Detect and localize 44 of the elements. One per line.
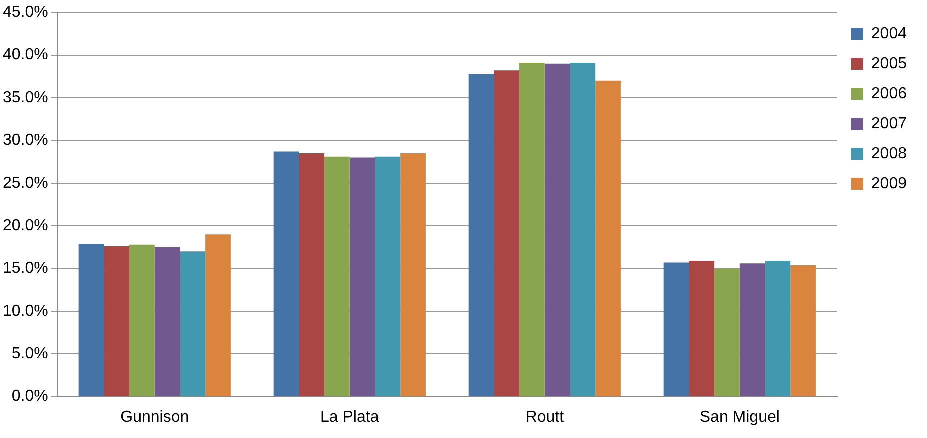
y-tick-label: 15.0% [2,260,48,278]
y-tick-label: 0.0% [12,388,48,406]
bar [180,252,206,396]
legend-label: 2004 [871,25,908,42]
bar [375,156,401,396]
y-tick-label: 20.0% [2,217,48,234]
y-tick-label: 25.0% [2,174,48,192]
bar [765,261,791,396]
bar [544,64,570,396]
y-tick-label: 10.0% [2,302,48,320]
bar [400,153,426,396]
bar [570,62,596,396]
bar [494,70,520,396]
y-tick-label: 35.0% [2,89,48,106]
bar [104,246,130,396]
y-tick-label: 40.0% [2,46,48,64]
bar [596,80,621,396]
bar [299,153,325,396]
legend-label: 2006 [871,85,908,102]
x-tick-label: La Plata [320,408,380,426]
bar [714,268,740,396]
x-tick-label: San Miguel [700,408,780,426]
bar [130,244,155,396]
legend-label: 2005 [871,55,908,72]
bar [78,244,104,396]
bar [324,156,350,396]
bar [740,264,766,396]
legend-label: 2007 [871,115,908,132]
bar [206,234,231,396]
y-tick-label: 45.0% [2,4,48,22]
legend-label: 2009 [871,175,908,192]
bar [520,62,545,396]
bar [790,265,816,396]
bar [154,247,180,396]
bar [689,261,715,396]
bar [274,152,300,396]
x-tick-label: Routt [526,408,565,426]
bar [468,74,494,396]
y-tick-label: 30.0% [2,132,48,150]
legend-label: 2008 [871,145,908,162]
bar [664,262,690,396]
bar [350,158,376,396]
x-tick-label: Gunnison [120,408,190,426]
y-tick-label: 5.0% [12,346,48,363]
